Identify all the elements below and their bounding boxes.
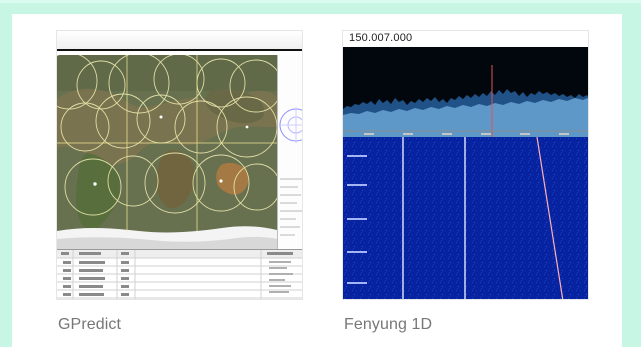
world-map-image	[57, 55, 277, 249]
gpredict-table-svg	[57, 250, 302, 299]
gpredict-toolbar	[57, 31, 302, 51]
fenyung-caption[interactable]: Fenyung 1D	[344, 316, 433, 333]
gpredict-thumbnail[interactable]	[56, 30, 303, 300]
gpredict-data-table	[57, 249, 302, 299]
gpredict-sidebar-panel	[277, 55, 302, 249]
gpredict-caption[interactable]: GPredict	[58, 316, 122, 333]
satellite-map-svg	[57, 55, 277, 249]
spectrum-svg	[343, 47, 588, 137]
gpredict-card[interactable]: GPredict	[56, 14, 306, 347]
waterfall-display	[343, 137, 588, 299]
frequency-readout: 150.007.000	[349, 32, 413, 44]
frequency-bar: 150.007.000	[343, 31, 588, 48]
spectrum-display	[343, 47, 588, 137]
gpredict-polar-plot	[279, 107, 302, 236]
content-panel: GPredict 150.007.000	[12, 14, 622, 347]
fenyung-thumbnail[interactable]: 150.007.000	[342, 30, 589, 300]
waterfall-svg	[343, 137, 588, 299]
fenyung-card[interactable]: 150.007.000	[342, 14, 592, 347]
